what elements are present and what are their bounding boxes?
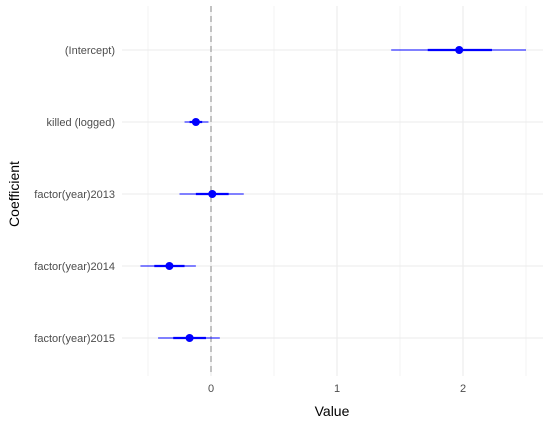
estimate-point	[165, 262, 174, 270]
tick-labels: (Intercept) killed (logged) factor(year)20…	[34, 45, 466, 395]
x-tick-label: 0	[208, 383, 214, 395]
y-axis-title: Coefficient	[6, 161, 22, 227]
estimate-point	[185, 334, 194, 342]
coefficient-marks	[140, 46, 526, 342]
y-tick-label: factor(year)2015	[34, 333, 115, 345]
grid-layer	[122, 6, 543, 376]
estimate-point	[191, 118, 200, 126]
x-tick-label: 2	[460, 383, 466, 395]
x-tick-label: 1	[334, 383, 340, 395]
estimate-point	[455, 46, 464, 54]
y-tick-label: factor(year)2013	[34, 189, 115, 201]
x-axis-title: Value	[315, 403, 350, 419]
y-tick-label: factor(year)2014	[34, 261, 115, 273]
y-tick-label: (Intercept)	[65, 45, 115, 57]
y-tick-label: killed (logged)	[47, 117, 115, 129]
estimate-point	[208, 190, 217, 198]
